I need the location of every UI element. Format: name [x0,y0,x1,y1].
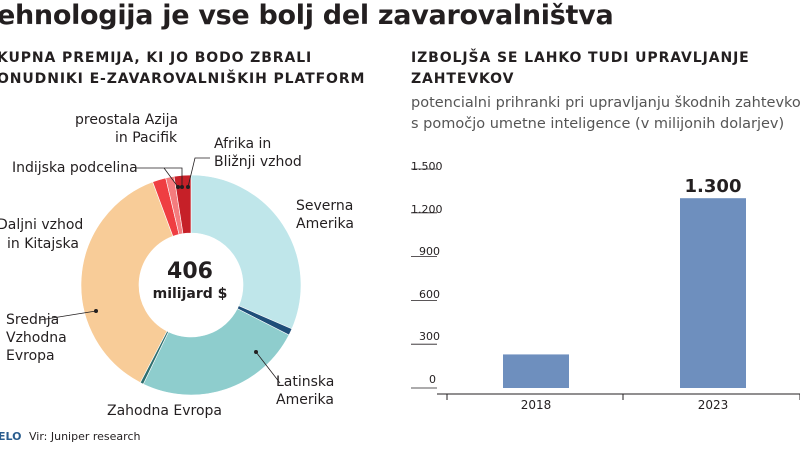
donut-center-unit: milijard $ [152,286,228,302]
slice-label-srednja-1: Srednja [6,312,60,328]
donut-slice-zahodna-evropa [142,308,290,396]
leader-line [39,310,97,321]
right-subtitle-line-1: potencialni prihranki pri upravljanju šk… [411,95,800,111]
leader-dot [180,185,184,189]
slice-label-afrika-2: Bližnji vzhod [214,154,302,170]
bar-2023 [680,198,746,388]
right-header-line-2: ZAHTEVKOV [411,71,515,87]
slice-label-indijska-podcelina: Indijska podcelina [12,160,138,176]
source-note: Vir: Juniper research [29,430,141,443]
leader-line [255,351,281,384]
donut-slice-severna-amerika [190,174,302,330]
y-tick-label: 300 [419,330,440,343]
y-tick-label: 600 [419,288,440,301]
y-tick-label: 1.200 [411,203,443,216]
slice-label-severna-amerika-1: Severna [296,198,354,214]
right-header-line-1: IZBOLJŠA SE LAHKO TUDI UPRAVLJANJE [411,50,750,66]
slice-label-latinska-amerika-2: Amerika [276,392,334,408]
bar-2018 [503,354,569,388]
donut-center-value: 406 [167,259,213,284]
bar-value-label-2023: 1.300 [684,176,742,197]
x-tick-label-2023: 2023 [697,398,729,412]
leader-dot [176,185,180,189]
page-title: ehnologija je vse bolj del zavarovalništ… [0,0,614,31]
slice-label-preostala-azija-2: in Pacifik [115,130,178,146]
leader-dot [254,350,258,354]
y-tick-label: 1.500 [411,160,443,173]
y-tick-label: 900 [419,245,440,258]
slice-label-zahodna-evropa: Zahodna Evropa [107,403,223,419]
slice-label-daljni-vzhod-2: in Kitajska [7,236,79,252]
leader-dot [186,185,190,189]
donut-slice-daljni-vzhod-in-kitajska [80,181,174,383]
leader-line [187,157,210,188]
slice-label-severna-amerika-2: Amerika [296,216,354,232]
left-header-line-2: ONUDNIKI E-ZAVAROVALNIŠKIH PLATFORM [0,71,366,87]
x-tick-label-2018: 2018 [520,398,552,412]
leader-line [163,167,179,188]
slice-label-latinska-amerika-1: Latinska [276,374,335,390]
slice-label-afrika-1: Afrika in [214,136,272,152]
slice-label-preostala-azija-1: preostala Azija [75,112,179,128]
leader-dot [94,309,98,313]
left-header-line-1: KUPNA PREMIJA, KI JO BODO ZBRALI [0,50,313,66]
brand-logo: ELO [0,430,22,443]
y-tick-label: 0 [429,373,436,386]
donut-slice-afrika-in-bliznji-vzhod [173,174,192,234]
leader-line [135,167,183,187]
slice-label-srednja-3: Evropa [6,348,55,364]
slice-label-srednja-2: Vzhodna [6,330,67,346]
right-subtitle-line-2: s pomočjo umetne inteligence (v milijoni… [411,116,785,132]
slice-label-daljni-vzhod-1: Daljni vzhod [0,217,84,233]
